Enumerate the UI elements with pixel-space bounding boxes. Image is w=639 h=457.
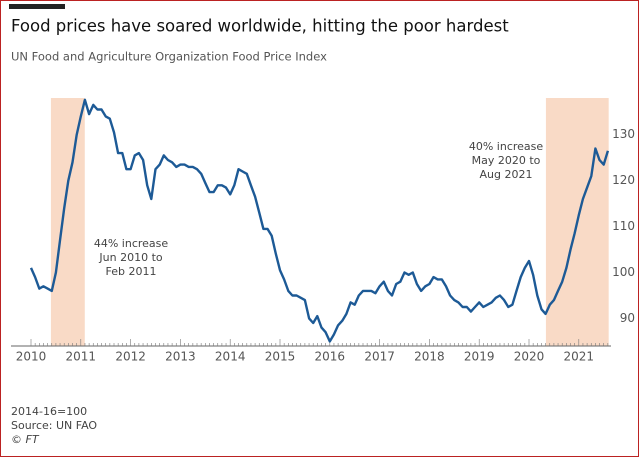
x-tick-label: 2021 — [564, 350, 595, 364]
x-tick-label: 2020 — [514, 350, 545, 364]
x-tick-label: 2015 — [265, 350, 296, 364]
chart-title: Food prices have soared worldwide, hitti… — [11, 17, 509, 36]
brand-bar — [9, 4, 65, 9]
highlight-band — [50, 98, 85, 346]
x-tick-label: 2018 — [414, 350, 445, 364]
x-tick-label: 2011 — [66, 350, 97, 364]
y-tick-label: 110 — [612, 219, 635, 233]
footnote: Source: UN FAO — [11, 419, 97, 432]
annotation: 44% increase — [94, 237, 169, 250]
y-tick-label: 90 — [620, 311, 635, 325]
x-tick-label: 2019 — [464, 350, 495, 364]
y-tick-label: 120 — [612, 173, 635, 187]
annotation: Feb 2011 — [106, 265, 157, 278]
x-tick-label: 2010 — [16, 350, 47, 364]
x-tick-label: 2013 — [165, 350, 196, 364]
series-line — [29, 98, 610, 343]
x-tick-label: 2017 — [364, 350, 395, 364]
x-tick-label: 2014 — [215, 350, 246, 364]
annotation: Aug 2021 — [480, 168, 533, 181]
x-tick-label: 2012 — [115, 350, 146, 364]
footnote: © FT — [11, 433, 40, 446]
annotation: Jun 2010 to — [98, 251, 162, 264]
chart-subtitle: UN Food and Agriculture Organization Foo… — [11, 50, 327, 64]
x-tick-label: 2016 — [315, 350, 346, 364]
footnote: 2014-16=100 — [11, 405, 87, 418]
annotation: May 2020 to — [472, 154, 541, 167]
y-tick-label: 130 — [612, 127, 635, 141]
y-tick-label: 100 — [612, 265, 635, 279]
annotation: 40% increase — [469, 140, 544, 153]
